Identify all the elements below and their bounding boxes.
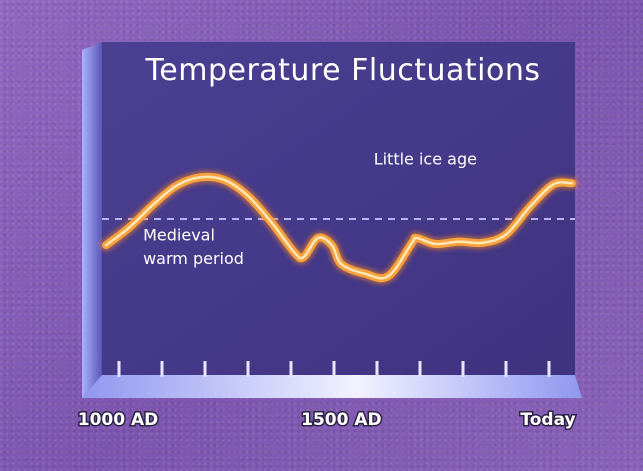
annotation-warm-period: warm period — [143, 249, 244, 268]
x-tick-label-1500ad: 1500 AD — [301, 410, 382, 430]
x-tick-label-today: Today — [520, 410, 575, 430]
x-tick-label-1000ad: 1000 AD — [78, 410, 159, 430]
plot-area — [102, 42, 575, 375]
plot-panel — [82, 42, 582, 398]
annotation-little-ice-age: Little ice age — [374, 149, 477, 168]
panel-bottom-edge — [82, 375, 582, 398]
temperature-line-highlight — [104, 175, 574, 280]
x-tick-marks — [117, 361, 551, 377]
chart-title: Temperature Fluctuations — [145, 53, 541, 88]
annotation-medieval: Medieval — [143, 225, 215, 244]
panel-left-edge — [82, 42, 102, 398]
